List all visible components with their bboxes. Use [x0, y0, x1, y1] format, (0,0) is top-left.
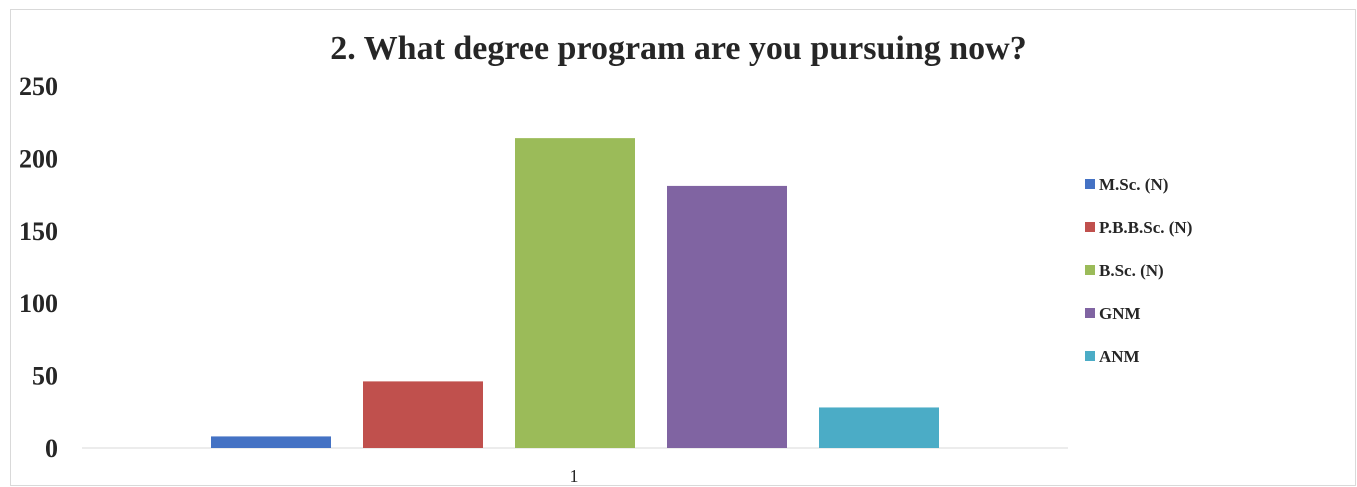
bar-p-b-b-sc-n: [363, 381, 483, 448]
legend-label: P.B.B.Sc. (N): [1099, 218, 1192, 237]
chart-frame: [10, 9, 1356, 486]
legend-swatch: [1085, 351, 1095, 361]
legend-label: M.Sc. (N): [1099, 175, 1168, 194]
legend-label: B.Sc. (N): [1099, 261, 1164, 280]
legend-swatch: [1085, 308, 1095, 318]
legend-swatch: [1085, 179, 1095, 189]
y-tick-label: 100: [19, 289, 58, 318]
y-tick-label: 200: [19, 144, 58, 173]
bar-b-sc-n: [515, 138, 635, 449]
y-tick-label: 250: [19, 72, 58, 101]
legend-label: ANM: [1099, 347, 1140, 366]
legend-label: GNM: [1099, 304, 1141, 323]
bar-m-sc-n: [211, 436, 331, 448]
chart-title: 2. What degree program are you pursuing …: [330, 30, 1027, 67]
bar-gnm: [667, 185, 787, 449]
legend-swatch: [1085, 222, 1095, 232]
y-tick-label: 0: [45, 434, 58, 463]
y-tick-label: 50: [32, 362, 58, 391]
legend-swatch: [1085, 265, 1095, 275]
bar-anm: [819, 407, 939, 448]
y-tick-label: 150: [19, 217, 58, 246]
x-tick-label: 1: [570, 466, 579, 486]
